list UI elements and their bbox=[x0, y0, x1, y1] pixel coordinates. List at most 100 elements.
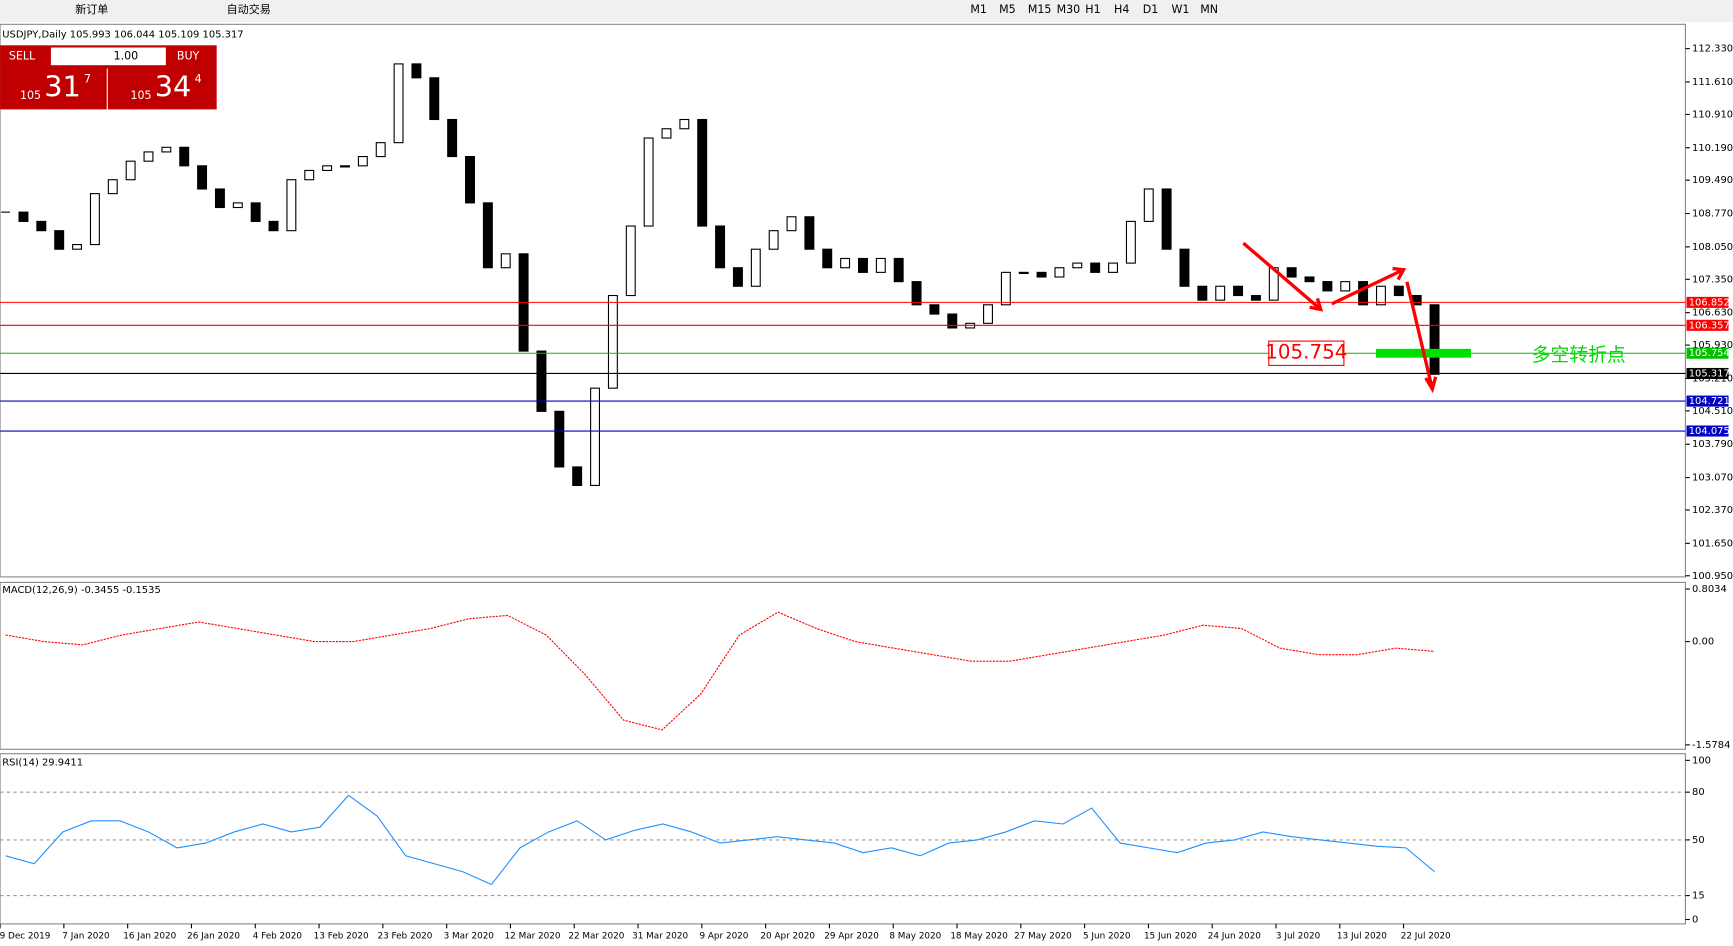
y-tick-label: 108.770 bbox=[1692, 209, 1733, 220]
x-tick-label: 8 May 2020 bbox=[889, 932, 941, 942]
callout-box bbox=[1268, 340, 1345, 366]
y-tick-label: 100 bbox=[1692, 755, 1711, 766]
candle bbox=[643, 137, 654, 227]
candle bbox=[286, 179, 297, 232]
x-tick-label: 15 Jun 2020 bbox=[1144, 932, 1197, 942]
candle bbox=[232, 202, 243, 209]
y-tick-label: 15 bbox=[1692, 891, 1705, 902]
candle bbox=[482, 202, 493, 269]
trade-panel: SELL BUY 1.00 105 31 7 105 34 4 bbox=[0, 45, 217, 110]
callout-label: 105.754 bbox=[1265, 341, 1347, 364]
candle bbox=[1197, 285, 1208, 301]
candle bbox=[1090, 262, 1101, 273]
timeframe-button[interactable]: M30 bbox=[1057, 3, 1081, 16]
x-tick-label: 29 Apr 2020 bbox=[824, 932, 879, 942]
y-tick-label: 106.630 bbox=[1692, 308, 1733, 319]
candle bbox=[268, 220, 279, 232]
level-label: 105.754 bbox=[1689, 348, 1730, 359]
x-tick-label: 13 Feb 2020 bbox=[314, 932, 369, 942]
y-tick-label: 110.190 bbox=[1692, 143, 1733, 154]
auto-trading-button[interactable]: 自动交易 bbox=[227, 2, 271, 16]
bid-big: 105 bbox=[20, 89, 41, 102]
y-tick-label: -1.5784 bbox=[1692, 740, 1730, 751]
candle bbox=[804, 216, 815, 250]
candle bbox=[715, 225, 726, 269]
candle bbox=[304, 169, 315, 181]
timeframe-button[interactable]: M1 bbox=[970, 3, 987, 16]
candle bbox=[1233, 285, 1244, 297]
x-tick-label: 31 Mar 2020 bbox=[632, 932, 688, 942]
candle bbox=[607, 294, 618, 389]
macd-panel bbox=[0, 581, 1686, 750]
candle bbox=[1393, 285, 1404, 297]
chart-title: USDJPY,Daily 105.993 106.044 105.109 105… bbox=[2, 29, 243, 40]
candle bbox=[911, 281, 922, 306]
sell-button[interactable]: SELL bbox=[9, 49, 36, 62]
x-tick-label: 22 Jul 2020 bbox=[1401, 932, 1451, 942]
candle bbox=[375, 142, 386, 158]
level-tag bbox=[1686, 395, 1729, 407]
candle bbox=[893, 257, 904, 283]
new-order-button[interactable]: 新订单 bbox=[75, 2, 108, 16]
trend-arrows bbox=[1242, 241, 1438, 394]
candle bbox=[250, 202, 261, 222]
x-tick-label: 9 Apr 2020 bbox=[699, 932, 748, 942]
timeframe-button[interactable]: W1 bbox=[1172, 3, 1190, 16]
candle bbox=[947, 313, 958, 329]
candle bbox=[1108, 262, 1119, 273]
timeframe-button[interactable]: M15 bbox=[1028, 3, 1052, 16]
candle bbox=[929, 304, 940, 315]
y-tick-label: 111.610 bbox=[1692, 77, 1733, 88]
candle bbox=[1143, 188, 1154, 222]
candle bbox=[36, 220, 47, 232]
macd-title: MACD(12,26,9) -0.3455 -0.1535 bbox=[2, 585, 161, 596]
x-tick-label: 23 Feb 2020 bbox=[377, 932, 432, 942]
candle bbox=[357, 156, 368, 167]
candle bbox=[72, 244, 83, 250]
timeframe-button[interactable]: H4 bbox=[1114, 3, 1129, 16]
level-label: 104.075 bbox=[1689, 426, 1730, 437]
candle bbox=[429, 77, 440, 121]
timeframe-button[interactable]: MN bbox=[1200, 3, 1218, 16]
candle bbox=[339, 165, 350, 168]
candle bbox=[1036, 271, 1047, 278]
x-tick-label: 12 Mar 2020 bbox=[505, 932, 561, 942]
candle bbox=[1215, 285, 1226, 301]
y-tick-label: 105.930 bbox=[1692, 340, 1733, 351]
y-tick-label: 101.650 bbox=[1692, 538, 1733, 549]
candle bbox=[875, 257, 886, 273]
y-tick-label: 112.330 bbox=[1692, 44, 1733, 55]
candle bbox=[161, 146, 172, 153]
x-tick-label: 18 May 2020 bbox=[950, 932, 1008, 942]
candle bbox=[1340, 281, 1351, 292]
candle bbox=[572, 466, 583, 487]
candle bbox=[18, 211, 29, 222]
y-tick-label: 107.350 bbox=[1692, 274, 1733, 285]
timeframe-button[interactable]: M5 bbox=[999, 3, 1016, 16]
candle bbox=[322, 165, 333, 172]
buy-button[interactable]: BUY bbox=[177, 49, 200, 62]
candle bbox=[1018, 271, 1029, 275]
timeframe-button[interactable]: D1 bbox=[1143, 3, 1159, 16]
candle bbox=[590, 387, 601, 487]
candle bbox=[536, 350, 547, 412]
candle bbox=[465, 156, 475, 204]
candle bbox=[500, 253, 511, 269]
macd-signal-line bbox=[5, 611, 1435, 731]
candle bbox=[1304, 276, 1315, 283]
candle bbox=[1125, 220, 1136, 264]
level-label: 105.317 bbox=[1689, 368, 1730, 379]
candle bbox=[1286, 267, 1297, 278]
ask-big: 105 bbox=[130, 89, 151, 102]
timeframe-button[interactable]: H1 bbox=[1085, 3, 1100, 16]
x-tick-label: 13 Jul 2020 bbox=[1337, 932, 1387, 942]
y-tick-label: 100.950 bbox=[1692, 571, 1733, 582]
candle bbox=[1161, 188, 1172, 250]
lot-input[interactable]: 1.00 bbox=[114, 49, 139, 62]
x-tick-label: 3 Mar 2020 bbox=[444, 932, 495, 942]
y-tick-label: 104.510 bbox=[1692, 406, 1733, 417]
y-tick-label: 109.490 bbox=[1692, 175, 1733, 186]
candle bbox=[125, 160, 136, 181]
candle bbox=[1000, 271, 1011, 306]
